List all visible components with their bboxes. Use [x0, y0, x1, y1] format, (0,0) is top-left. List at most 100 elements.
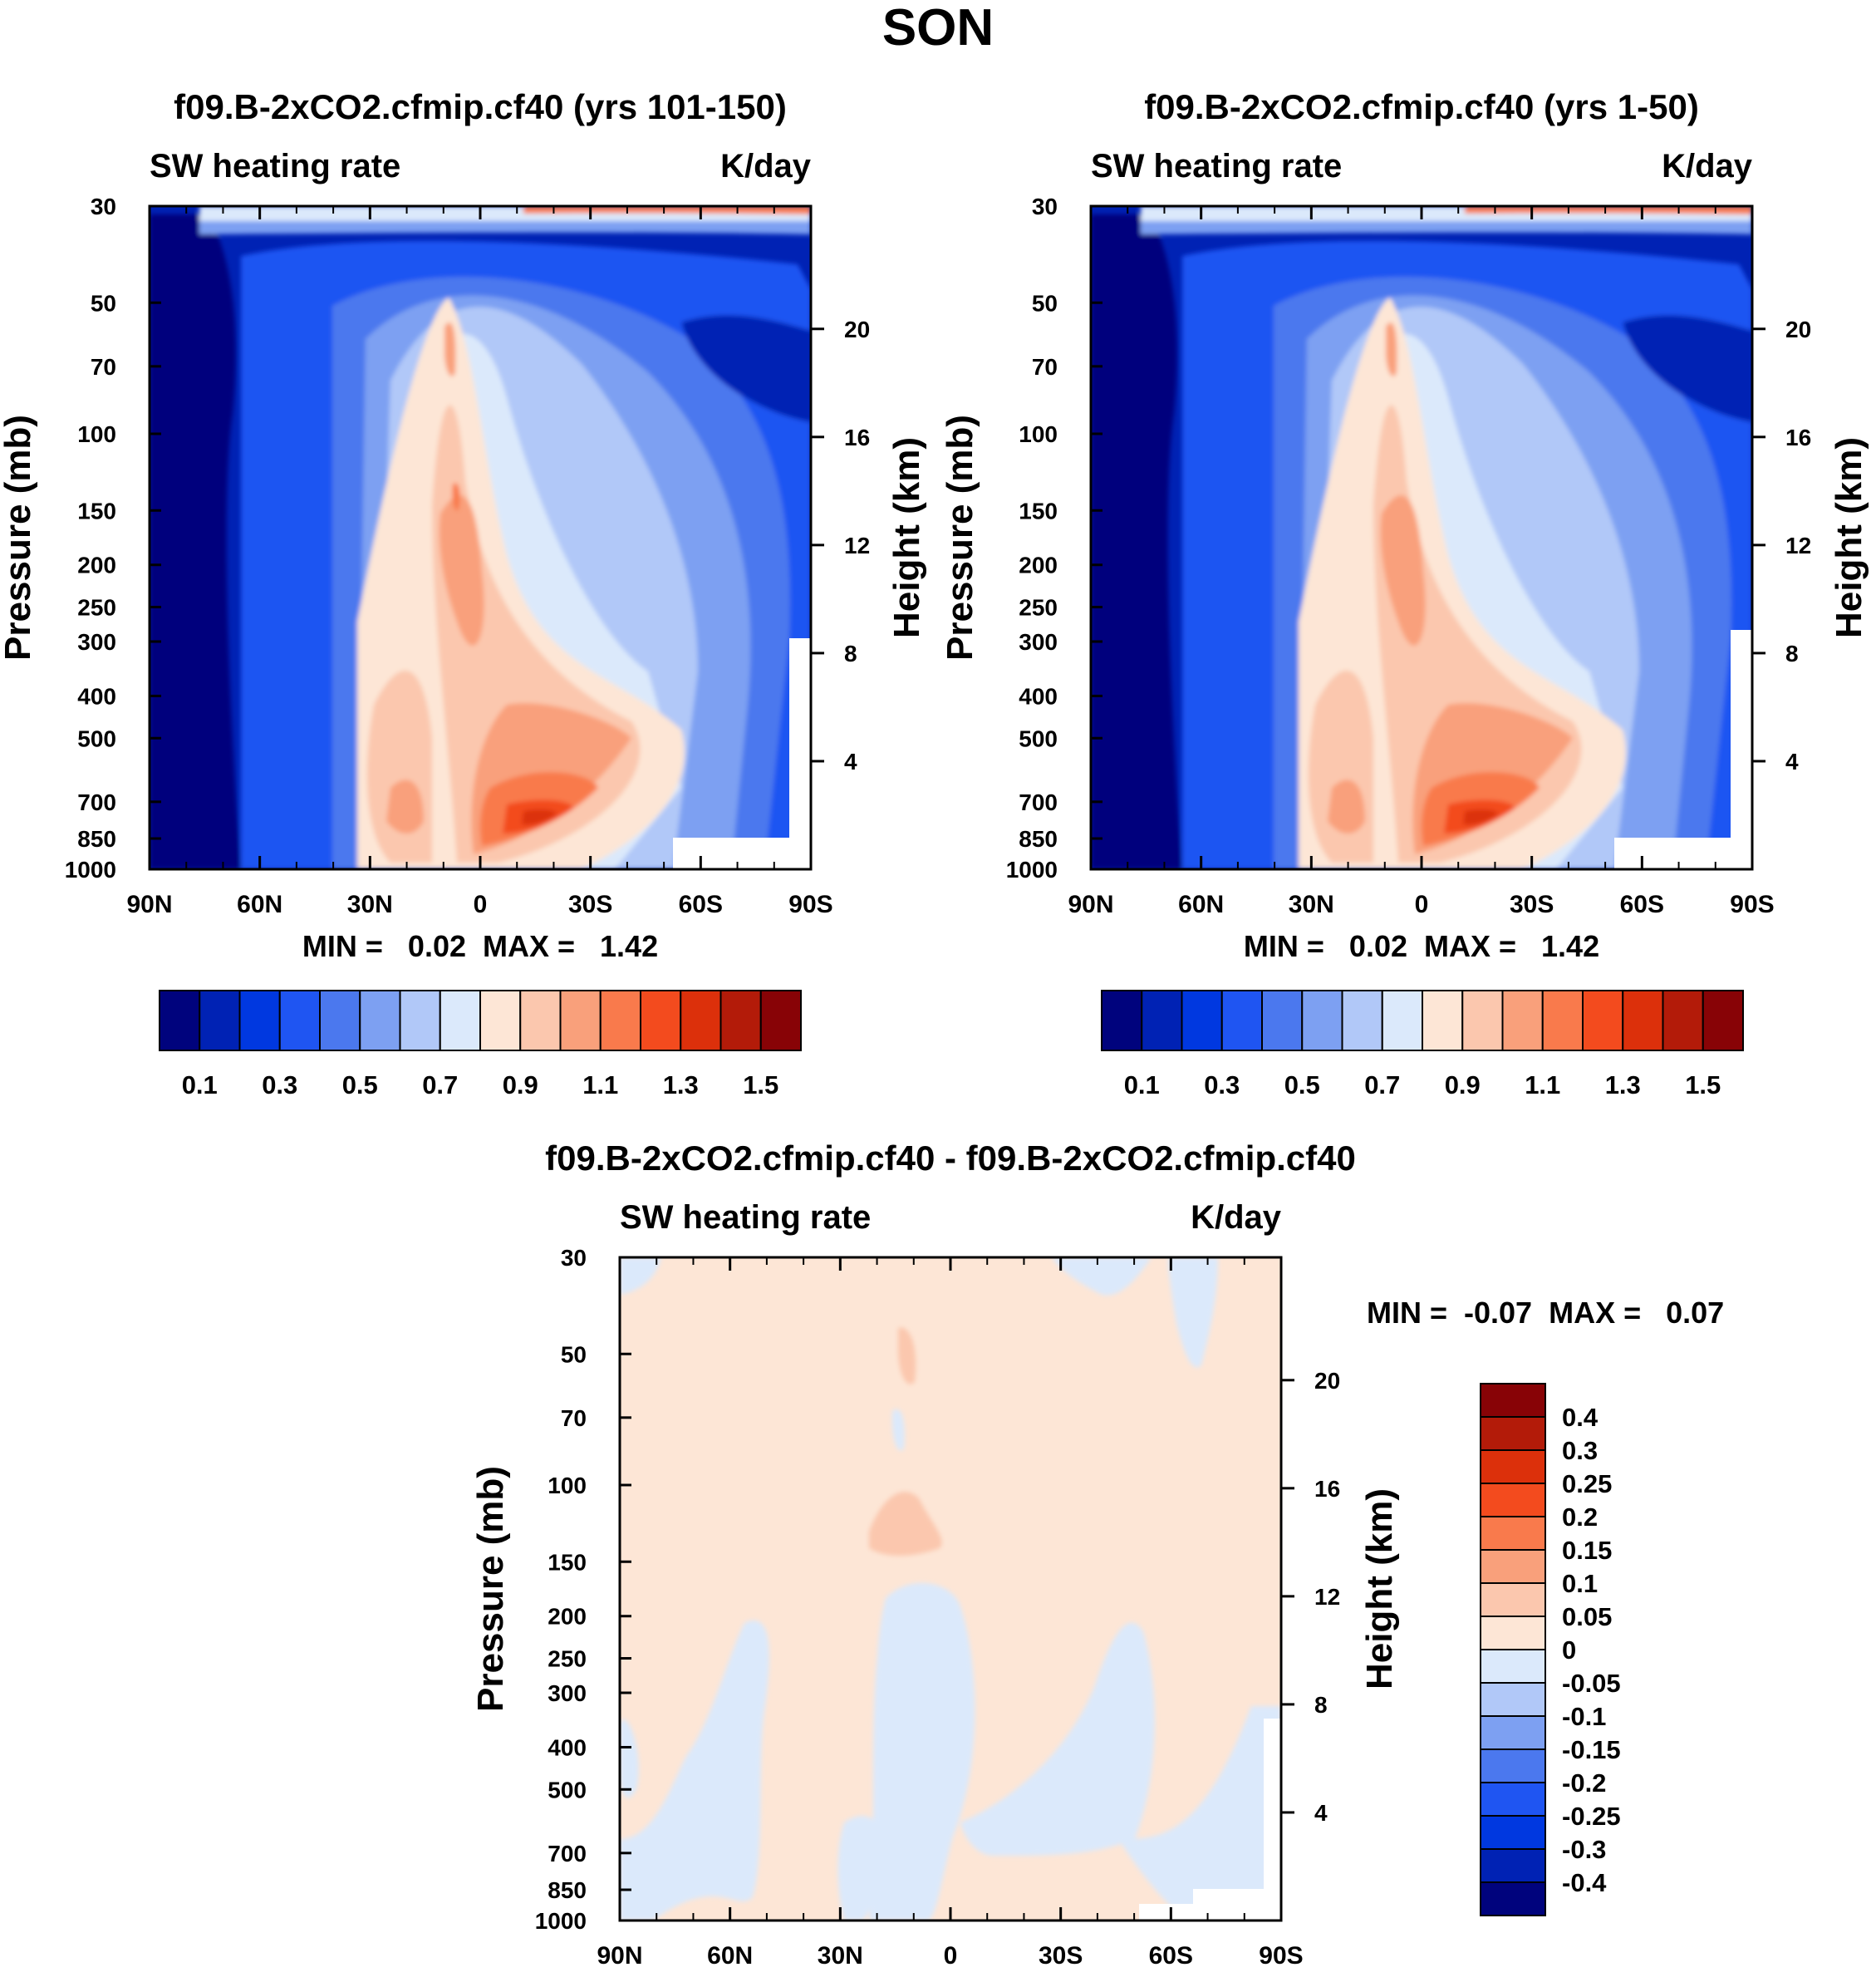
colorbar-label: 0.4: [1562, 1403, 1599, 1432]
x-tick-label: 0: [944, 1942, 958, 1970]
y-tick-label: 300: [77, 629, 116, 655]
y-axis-title: Pressure (mb): [470, 1466, 511, 1712]
y-tick-label: 250: [77, 595, 116, 621]
y-tick-label: 500: [1019, 725, 1058, 751]
colorbar-label: -0.4: [1562, 1868, 1607, 1897]
colorbar-swatch: [1461, 990, 1504, 1051]
y-tick-label: 200: [1019, 553, 1058, 578]
y-tick-label: 300: [1019, 629, 1058, 655]
colorbar-label: 1.1: [1525, 1070, 1560, 1099]
y-tick-label: 850: [1019, 826, 1058, 852]
y-tick-label: 700: [77, 789, 116, 815]
height-tick-label: 16: [1314, 1476, 1340, 1502]
colorbar-label: 0.15: [1562, 1536, 1612, 1565]
colorbar-swatch: [1480, 1848, 1546, 1883]
colorbar-swatch: [759, 990, 802, 1051]
colorbar-label: -0.1: [1562, 1702, 1606, 1731]
colorbar-swatch: [1480, 1881, 1546, 1916]
colorbar: 0.1 0.3 0.5 0.7 0.9 1.1 1.3 1.5: [1101, 990, 1744, 1099]
height-tick-label: 16: [844, 425, 870, 450]
colorbar-swatch: [319, 990, 361, 1051]
panel-title: f09.B-2xCO2.cfmip.cf40 (yrs 1-50): [1144, 87, 1699, 126]
y-axis-right-title: Height (km): [1359, 1488, 1400, 1689]
main-title: SON: [882, 0, 994, 57]
colorbar-swatch: [680, 990, 722, 1051]
x-tick-label: 90N: [126, 891, 172, 918]
stats-label: MIN = 0.02 MAX = 1.42: [1244, 929, 1599, 963]
colorbar-label: 0.1: [1124, 1070, 1160, 1099]
colorbar: 0.4 0.3 0.25 0.2 0.15 0.1 0.05 0 -0.05 -0.1 -0.15 -…: [1480, 1383, 1621, 1916]
colorbar-swatch: [479, 990, 522, 1051]
colorbar-swatch: [1480, 1715, 1546, 1750]
x-tick-label: 90N: [597, 1942, 642, 1970]
colorbar-label: 1.1: [582, 1070, 618, 1099]
colorbar-label: 0.25: [1562, 1469, 1612, 1498]
colorbar-swatch: [1101, 990, 1143, 1051]
x-tick-label: 60S: [1149, 1942, 1193, 1970]
colorbar-swatch: [1582, 990, 1624, 1051]
height-tick-label: 12: [1314, 1584, 1340, 1610]
x-tick-label: 0: [1415, 891, 1429, 918]
axes: 90N 60N 30N 0 30S 60S 90S 30 50 70 100 150 200 250 300…: [1006, 194, 1811, 918]
colorbar-swatch: [1220, 990, 1263, 1051]
axes: 90N 60N 30N 0 30S 60S 90S 30 50 70 100 150 200 250 300…: [535, 1245, 1340, 1970]
y-tick-label: 150: [77, 498, 116, 524]
colorbar-label: 0.05: [1562, 1602, 1612, 1631]
colorbar-swatch: [1480, 1582, 1546, 1617]
y-tick-label: 50: [91, 290, 116, 316]
contour-field: [1091, 206, 1752, 869]
colorbar-swatch: [1480, 1383, 1546, 1418]
y-tick-label: 250: [548, 1646, 587, 1672]
height-tick-label: 8: [1785, 641, 1799, 666]
x-tick-label: 30N: [347, 891, 393, 918]
y-tick-label: 50: [561, 1341, 587, 1367]
colorbar-swatch: [1480, 1616, 1546, 1650]
colorbar-label: 0.9: [1445, 1070, 1481, 1099]
colorbar-swatch: [238, 990, 281, 1051]
x-tick-label: 90N: [1068, 891, 1113, 918]
panel-title: f09.B-2xCO2.cfmip.cf40 - f09.B-2xCO2.cfm…: [545, 1139, 1356, 1178]
height-tick-label: 20: [1314, 1368, 1340, 1394]
height-tick-label: 12: [844, 533, 870, 558]
y-tick-label: 1000: [65, 857, 116, 883]
colorbar-swatch: [1480, 1815, 1546, 1850]
y-tick-label: 30: [91, 194, 116, 219]
y-axis-right-title: Height (km): [886, 437, 927, 638]
x-tick-label: 90S: [1259, 1942, 1303, 1970]
colorbar-swatch: [1480, 1748, 1546, 1783]
height-tick-label: 20: [844, 317, 870, 342]
x-tick-label: 60S: [1620, 891, 1664, 918]
x-tick-label: 30S: [1039, 1942, 1083, 1970]
y-tick-label: 50: [1032, 290, 1058, 316]
colorbar-label: 0.5: [342, 1070, 378, 1099]
colorbar-swatch: [1541, 990, 1584, 1051]
y-tick-label: 150: [1019, 498, 1058, 524]
colorbar-swatch: [1480, 1682, 1546, 1717]
height-tick-label: 20: [1785, 317, 1811, 342]
y-tick-label: 300: [548, 1680, 587, 1706]
units-label: K/day: [720, 148, 812, 184]
height-tick-label: 16: [1785, 425, 1811, 450]
colorbar-swatch: [1261, 990, 1304, 1051]
stats-label: MIN = -0.07 MAX = 0.07: [1367, 1296, 1724, 1330]
colorbar-swatch: [1662, 990, 1704, 1051]
units-label: K/day: [1662, 148, 1753, 184]
colorbar-swatch: [159, 990, 201, 1051]
y-tick-label: 850: [548, 1877, 587, 1903]
x-tick-label: 0: [474, 891, 488, 918]
y-tick-label: 1000: [1006, 857, 1058, 883]
colorbar-swatch: [439, 990, 481, 1051]
y-axis-right-title: Height (km): [1829, 437, 1869, 638]
colorbar-swatch: [599, 990, 641, 1051]
contour-field: [150, 206, 811, 869]
colorbar-label: -0.15: [1562, 1735, 1621, 1764]
colorbar: 0.1 0.3 0.5 0.7 0.9 1.1 1.3 1.5: [159, 990, 802, 1099]
colorbar-label: 1.3: [1605, 1070, 1641, 1099]
y-tick-label: 850: [77, 826, 116, 852]
y-tick-label: 400: [1019, 683, 1058, 709]
height-tick-label: 4: [1314, 1800, 1328, 1826]
colorbar-swatch: [1181, 990, 1223, 1051]
y-tick-label: 250: [1019, 595, 1058, 621]
y-tick-label: 150: [548, 1549, 587, 1575]
colorbar-swatch: [1480, 1449, 1546, 1484]
